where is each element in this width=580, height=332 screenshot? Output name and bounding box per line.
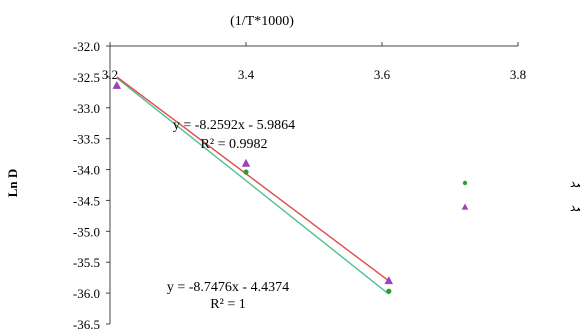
x-tick-label: 3.8 (510, 67, 526, 82)
axes: -32.0 -32.5 -33.0 -33.5 -34.0 -34.5 -35.0 -35.5… (73, 39, 526, 332)
x-tick-label: 3.6 (374, 67, 391, 82)
legend-entry: اتانول ۱۰ درصد (570, 200, 580, 215)
legend-entry: اسید استیک ۳ درصد (570, 176, 580, 191)
legend-marker-triangle (461, 203, 469, 210)
trendlines (116, 76, 390, 295)
y-tick-label: -32.5 (73, 70, 100, 85)
y-tick-label: -33.0 (73, 101, 100, 116)
regression-annotation: y = -8.2592x - 5.9864 (173, 118, 295, 133)
x-tick-label: 3.2 (102, 67, 118, 82)
legend: اسید استیک ۳ درصد اتانول ۱۰ درصد (461, 176, 580, 215)
data-point-circle (386, 288, 392, 294)
y-tick-label: -32.0 (73, 39, 100, 54)
equation-annotations: y = -8.2592x - 5.9864 R² = 0.9982 y = -8.7… (167, 118, 295, 312)
regression-annotation: R² = 1 (210, 297, 245, 312)
data-point-triangle (112, 81, 122, 89)
chart-title: (1/T*1000) (230, 14, 294, 29)
y-tick-label: -35.0 (73, 224, 100, 239)
trendline (116, 76, 390, 282)
data-point-circle (243, 169, 249, 175)
data-point-triangle (241, 158, 251, 167)
data-points (112, 81, 394, 294)
regression-annotation: R² = 0.9982 (201, 137, 268, 152)
y-tick-label: -34.5 (73, 193, 100, 208)
regression-annotation: y = -8.7476x - 4.4374 (167, 280, 289, 295)
y-tick-label: -36.0 (73, 286, 100, 301)
y-tick-label: -33.5 (73, 132, 100, 147)
x-tick-label: 3.4 (238, 67, 255, 82)
data-point-triangle (384, 276, 394, 285)
y-tick-label: -34.0 (73, 163, 100, 178)
y-tick-label: -36.5 (73, 317, 100, 332)
y-tick-label: -35.5 (73, 255, 100, 270)
trendline (116, 77, 390, 295)
y-axis-label: Ln D (5, 169, 20, 198)
legend-marker-circle (462, 180, 468, 186)
